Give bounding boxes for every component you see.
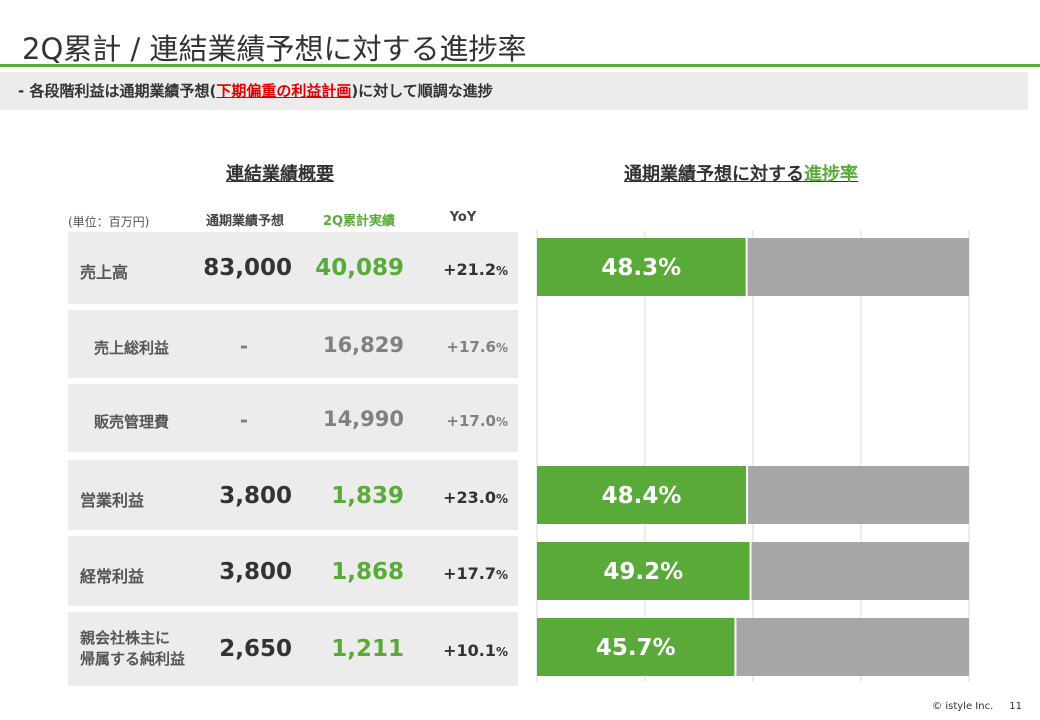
chart-heading-prefix: 通期業績予想に対する [624,164,804,185]
row-yoy-pct: % [495,645,508,659]
unit-label: (単位：百万円) [68,215,150,229]
row-yoy-value: +17.0 [446,412,496,430]
row-label: 販売管理費 [94,413,170,431]
row-forecast: 83,000 [203,255,292,281]
row-label-line2: 帰属する純利益 [80,650,186,668]
progress-label: 49.2% [603,559,683,585]
chart-heading-highlight: 進捗率 [804,164,858,185]
row-yoy-pct: % [495,341,508,355]
row-label-line1: 親会社株主に [80,629,171,647]
row-forecast: - [239,334,248,358]
row-yoy: +17.7% [398,564,508,583]
row-actual: 16,829 [322,333,404,357]
subtitle-bar [0,72,1028,110]
col-header-forecast: 通期業績予想 [205,214,284,229]
copyright: © istyle Inc. [932,701,994,712]
row-yoy-value: +21.2 [443,260,496,279]
page-number: 11 [1009,701,1022,712]
table-heading: 連結業績概要 [226,164,334,185]
row-yoy: +21.2% [398,260,508,279]
chart-heading: 通期業績予想に対する進捗率 [624,160,858,186]
table-row: 売上総利益 - 16,829 +17.6% [68,310,518,378]
progress-bar [537,238,746,296]
progress-label: 48.3% [601,255,681,281]
title-rule [0,64,1040,67]
table-row: 営業利益 3,800 1,839 +23.0% [68,460,518,530]
row-forecast: 3,800 [219,483,292,509]
subtitle-prefix: - 各段階利益は通期業績予想( [18,82,217,100]
subtitle-suffix: )に対して順調な進捗 [351,82,493,100]
row-yoy-value: +10.1 [443,641,496,660]
row-yoy: +10.1% [398,641,508,660]
row-actual: 40,089 [315,255,404,281]
row-forecast: 3,800 [219,559,292,585]
footer: © istyle Inc. 11 [932,701,1022,712]
row-forecast: 2,650 [219,636,292,662]
row-yoy: +17.0% [398,412,508,430]
row-label: 親会社株主に 帰属する純利益 [80,628,185,670]
row-actual: 1,868 [331,559,404,585]
row-yoy-pct: % [495,492,508,506]
remainder-bar [736,618,969,676]
table-row: 親会社株主に 帰属する純利益 2,650 1,211 +10.1% [68,612,518,686]
row-yoy-pct: % [495,415,508,429]
table-row: 売上高 83,000 40,089 +21.2% [68,232,518,304]
progress-chart: 48.3% 48.4% 49.2% 45.7% [536,230,970,682]
remainder-bar [748,466,969,524]
row-forecast: - [239,408,248,432]
table-row: 販売管理費 - 14,990 +17.0% [68,384,518,452]
subtitle-highlight: 下期偏重の利益計画 [216,82,352,100]
row-yoy: +17.6% [398,338,508,356]
row-label: 売上高 [80,263,129,282]
row-yoy-value: +17.7 [443,564,496,583]
row-actual: 1,839 [331,483,404,509]
row-yoy-value: +23.0 [443,488,496,507]
row-actual: 14,990 [322,407,404,431]
progress-bar [537,618,735,676]
page-title: 2Q累計 / 連結業績予想に対する進捗率 [22,32,527,66]
row-label: 営業利益 [80,491,145,510]
row-yoy-pct: % [495,568,508,582]
row-yoy-value: +17.6 [446,338,496,356]
progress-bar [537,466,747,524]
progress-bar [537,542,750,600]
remainder-bar [751,542,969,600]
col-header-yoy: YoY [449,210,477,225]
row-label: 売上総利益 [94,339,170,357]
col-header-actual: 2Q累計実績 [322,214,396,229]
row-actual: 1,211 [331,636,404,662]
row-yoy-pct: % [495,264,508,278]
remainder-bar [747,238,969,296]
table-row: 経常利益 3,800 1,868 +17.7% [68,536,518,606]
progress-label: 48.4% [602,483,682,509]
row-yoy: +23.0% [398,488,508,507]
progress-label: 45.7% [596,635,676,661]
row-label: 経常利益 [80,567,145,586]
subtitle: - 各段階利益は通期業績予想(下期偏重の利益計画)に対して順調な進捗 [18,80,493,101]
